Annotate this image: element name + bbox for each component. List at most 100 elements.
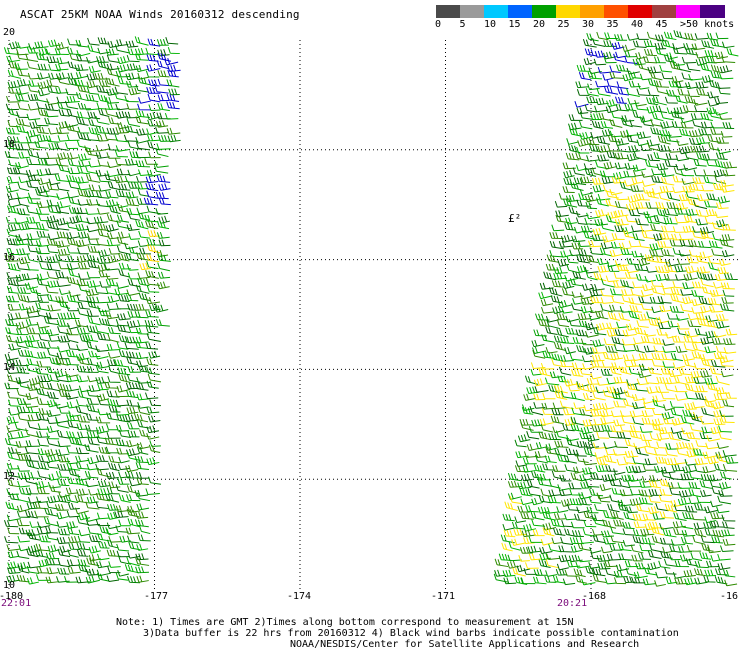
wind-barb	[659, 64, 673, 73]
wind-barb	[38, 327, 51, 335]
wind-barb	[67, 566, 81, 574]
wind-barb	[514, 516, 527, 523]
wind-barb	[24, 401, 39, 408]
wind-barb	[127, 182, 141, 189]
wind-barb	[712, 221, 725, 231]
wind-barb	[624, 272, 637, 279]
wind-barb	[156, 220, 170, 230]
wind-barb	[5, 327, 20, 336]
wind-barb	[613, 272, 626, 279]
wind-barb	[46, 79, 59, 88]
wind-barb	[34, 510, 49, 518]
wind-barb	[682, 105, 697, 113]
wind-barb	[97, 208, 110, 215]
wind-barb	[6, 416, 19, 424]
wind-barb	[97, 94, 110, 103]
wind-barb	[643, 56, 658, 64]
wind-barb	[523, 393, 537, 401]
wind-barb	[551, 537, 564, 545]
wind-barb	[125, 40, 139, 48]
wind-barb	[98, 446, 111, 455]
wind-barb	[37, 375, 51, 382]
wind-barb	[135, 566, 149, 574]
legend-swatch-4	[532, 5, 557, 18]
wind-barb	[590, 372, 602, 380]
wind-barb	[701, 39, 715, 49]
wind-barb	[86, 366, 99, 373]
wind-barb	[97, 333, 111, 341]
wind-barb	[626, 382, 639, 391]
wind-barb	[660, 550, 673, 559]
wind-barb	[571, 303, 584, 312]
wind-barb	[56, 182, 70, 192]
wind-barb	[609, 478, 622, 487]
wind-barb	[579, 367, 593, 376]
wind-barb	[156, 143, 171, 150]
wind-barb	[127, 366, 141, 373]
wind-barb	[629, 304, 642, 313]
wind-barb	[605, 198, 618, 208]
wind-barb	[116, 168, 131, 176]
wind-barb	[115, 399, 129, 407]
wind-barb	[683, 569, 696, 578]
wind-barb	[6, 286, 19, 294]
wind-barb	[674, 577, 688, 585]
wind-barb	[26, 548, 39, 558]
wind-barb	[563, 408, 575, 416]
wind-barb	[623, 511, 637, 521]
wind-barb	[552, 305, 565, 314]
wind-barb	[154, 304, 169, 313]
wind-barb	[77, 549, 89, 557]
wind-barb	[36, 230, 49, 238]
wind-barb	[565, 217, 577, 225]
wind-barb	[602, 235, 616, 243]
wind-barb	[17, 79, 30, 87]
wind-barb	[95, 151, 110, 159]
wind-barb	[610, 366, 622, 376]
wind-barb	[603, 537, 616, 545]
wind-barb	[46, 221, 59, 231]
wind-barb	[44, 103, 59, 112]
wind-barb	[709, 305, 724, 313]
wind-barb	[46, 373, 60, 383]
wind-barb	[76, 50, 91, 57]
wind-barb	[712, 232, 725, 242]
wind-barb	[45, 135, 60, 143]
wind-barb	[16, 574, 30, 583]
wind-barb	[108, 365, 121, 375]
wind-barb	[632, 535, 644, 545]
wind-barb	[576, 199, 590, 207]
wind-barb	[67, 255, 80, 263]
wind-barb	[614, 200, 629, 210]
wind-barb	[682, 225, 696, 233]
wind-barb	[540, 362, 555, 370]
wind-barb	[550, 295, 563, 304]
wind-barb	[644, 254, 659, 263]
wind-barb	[695, 209, 709, 218]
wind-barb	[25, 459, 40, 470]
wind-barb	[556, 506, 569, 513]
wind-barb	[17, 465, 30, 472]
wind-barb	[98, 184, 111, 192]
wind-barb	[659, 522, 674, 530]
wind-barb	[705, 442, 719, 450]
wind-barb	[155, 208, 169, 215]
wind-barb	[66, 334, 79, 344]
wind-barb	[37, 158, 51, 166]
wind-barb	[76, 516, 90, 526]
wind-barb	[722, 399, 735, 408]
wind-barb	[713, 352, 726, 360]
wind-barb	[553, 272, 568, 280]
wind-barb	[590, 552, 603, 560]
wind-barb	[36, 152, 50, 159]
wind-barb	[649, 296, 665, 305]
wind-barb	[718, 489, 733, 497]
wind-barb	[700, 226, 715, 235]
wind-barb	[687, 90, 700, 98]
wind-barb	[68, 502, 80, 510]
wind-barb	[106, 239, 121, 247]
wind-barb	[591, 425, 604, 432]
wind-barb	[512, 567, 526, 577]
wind-barb	[76, 438, 90, 448]
wind-barb	[592, 347, 607, 354]
